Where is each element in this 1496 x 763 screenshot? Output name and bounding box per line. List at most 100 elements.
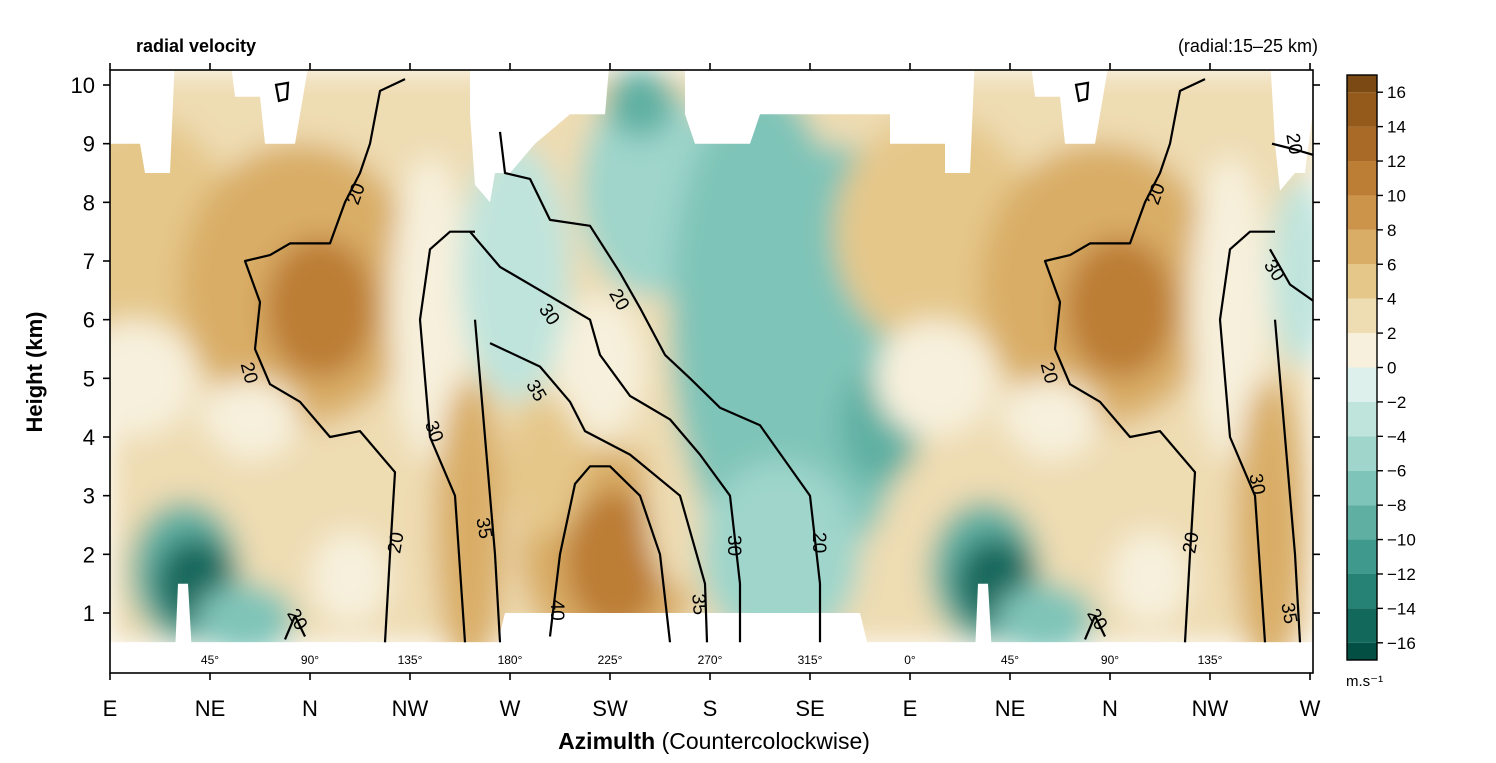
- no-data-mask: [1270, 70, 1313, 191]
- y-axis-label: Height (km): [22, 312, 47, 433]
- contour-loop: [1074, 81, 1090, 103]
- y-tick-label: 3: [83, 484, 95, 509]
- contour-label: 35: [471, 516, 495, 540]
- contour-line: [418, 230, 475, 643]
- field-patch: [1000, 378, 1100, 461]
- x-tick-label: N: [302, 696, 318, 721]
- colorbar-swatch-positive: [1347, 229, 1377, 265]
- contour-label-group: 35: [687, 593, 710, 616]
- colorbar-tick-label: 0: [1387, 359, 1396, 378]
- contour-line: [473, 319, 502, 643]
- field-patch: [605, 70, 675, 138]
- contour-label-group: 40: [546, 600, 567, 621]
- colorbar-swatch-negative: [1347, 539, 1377, 574]
- chart-title: radial velocity: [136, 36, 256, 56]
- degree-label: 0°: [904, 653, 916, 667]
- colorbar-tick-label: −16: [1387, 634, 1416, 653]
- contour-label: 20: [1281, 132, 1305, 156]
- y-tick-label: 10: [71, 73, 95, 98]
- y-tick-label: 9: [83, 132, 95, 157]
- colorbar-swatch-negative: [1347, 608, 1377, 643]
- field-patch: [1110, 530, 1190, 625]
- contour-label-group: 35: [1276, 601, 1300, 625]
- degree-label: 45°: [1001, 653, 1019, 667]
- x-tick-label: W: [500, 696, 521, 721]
- contour-label: 20: [808, 532, 829, 553]
- field-patch: [460, 143, 570, 402]
- x-tick-label: NW: [1192, 696, 1229, 721]
- no-data-mask: [110, 70, 175, 173]
- no-data-mask: [975, 583, 992, 643]
- colorbar-swatch-positive: [1347, 92, 1377, 127]
- contour-line: [243, 78, 406, 643]
- x-axis-label: Azimulth (Countercolockwise): [558, 728, 870, 754]
- y-tick-label: 2: [83, 542, 95, 567]
- colorbar-tick-label: 14: [1387, 118, 1406, 137]
- x-axis: E NE N NW W SW S SE E NE N NW W: [103, 63, 1321, 721]
- y-tick-label: 1: [83, 601, 95, 626]
- no-data-band: [110, 642, 1313, 643]
- colorbar-tick-label: −2: [1387, 393, 1406, 412]
- x-tick-label: NE: [195, 696, 226, 721]
- contour-label-group: 20: [808, 532, 829, 553]
- colorbar-tick-label: 6: [1387, 255, 1396, 274]
- contour-label-group: 20: [1281, 132, 1305, 156]
- colorbar-tick-label: 2: [1387, 324, 1396, 343]
- contour-line: [548, 465, 672, 643]
- contour-line: [1269, 248, 1313, 303]
- contour-label: 35: [1276, 601, 1300, 625]
- degree-label: 225°: [598, 653, 623, 667]
- field-patch: [200, 378, 300, 461]
- colorbar-swatch-negative: [1347, 642, 1377, 660]
- no-data-mask: [890, 70, 975, 173]
- degree-label: 270°: [698, 653, 723, 667]
- x-axis-label-rest: (Countercolockwise): [662, 728, 870, 754]
- contour-label: 40: [546, 600, 567, 621]
- contour-line: [1043, 78, 1206, 643]
- x-tick-label: E: [903, 696, 918, 721]
- x-tick-label: N: [1102, 696, 1118, 721]
- x-tick-label: W: [1300, 696, 1321, 721]
- plot-frame: [109, 69, 1314, 674]
- contour-label: 20: [384, 531, 408, 555]
- colorbar-tick-label: 4: [1387, 290, 1396, 309]
- chart-subtitle: (radial:15–25 km): [1178, 36, 1318, 56]
- degree-label: 315°: [798, 653, 823, 667]
- contour-line: [498, 131, 822, 643]
- field-patch: [1270, 178, 1313, 367]
- contour-loop: [274, 81, 290, 103]
- colorbar-swatch-positive: [1347, 75, 1377, 93]
- no-data-mask: [685, 70, 890, 144]
- contour-label: 20: [1179, 531, 1203, 555]
- y-tick-label: 7: [83, 249, 95, 274]
- contour-label: 30: [723, 535, 744, 556]
- field-patch: [265, 237, 375, 379]
- degree-label: 90°: [301, 653, 319, 667]
- field-patch: [565, 489, 665, 631]
- field-patch: [435, 378, 505, 643]
- degree-label: 135°: [1198, 653, 1223, 667]
- colorbar-swatch-positive: [1347, 195, 1377, 230]
- x-tick-label: SW: [592, 696, 628, 721]
- field-patch: [555, 296, 645, 437]
- contour-line: [1083, 614, 1106, 640]
- colorbar-unit: m.s⁻¹: [1346, 673, 1383, 690]
- contour-label-group: 30: [723, 535, 744, 556]
- colorbar-swatch-negative: [1347, 367, 1377, 402]
- colorbar-tick-label: −14: [1387, 599, 1416, 618]
- y-tick-label: 6: [83, 308, 95, 333]
- colorbar-tick-label: 12: [1387, 152, 1406, 171]
- contour-line: [469, 230, 742, 643]
- x-tick-label: SE: [795, 696, 824, 721]
- field-patch: [505, 395, 585, 537]
- degree-labels: 45° 90° 135° 180° 225° 270° 315° 0° 45° 90° 135°: [201, 653, 1223, 667]
- contour-line: [489, 342, 709, 643]
- field-patch: [110, 319, 195, 437]
- colorbar-swatch-negative: [1347, 401, 1377, 437]
- contour-line: [1271, 142, 1313, 156]
- field-patch: [875, 319, 995, 438]
- colorbar-swatch-negative: [1347, 505, 1377, 540]
- x-tick-label: NE: [995, 696, 1026, 721]
- degree-label: 90°: [1101, 653, 1119, 667]
